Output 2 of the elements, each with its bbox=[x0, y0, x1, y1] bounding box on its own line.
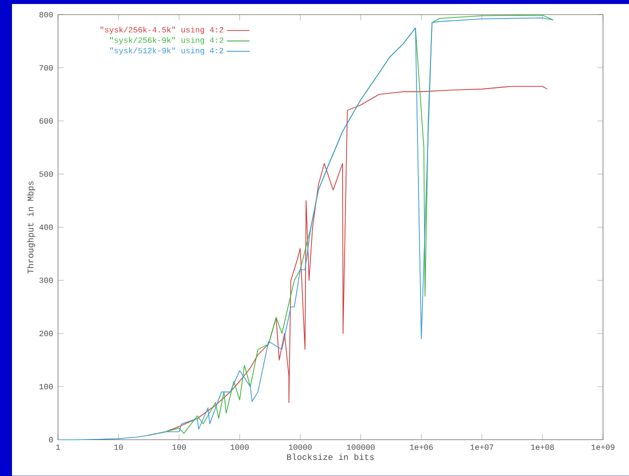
y-axis-title: Throughput in Mbps bbox=[27, 181, 36, 274]
x-axis-title: Blocksize in bits bbox=[287, 454, 374, 460]
